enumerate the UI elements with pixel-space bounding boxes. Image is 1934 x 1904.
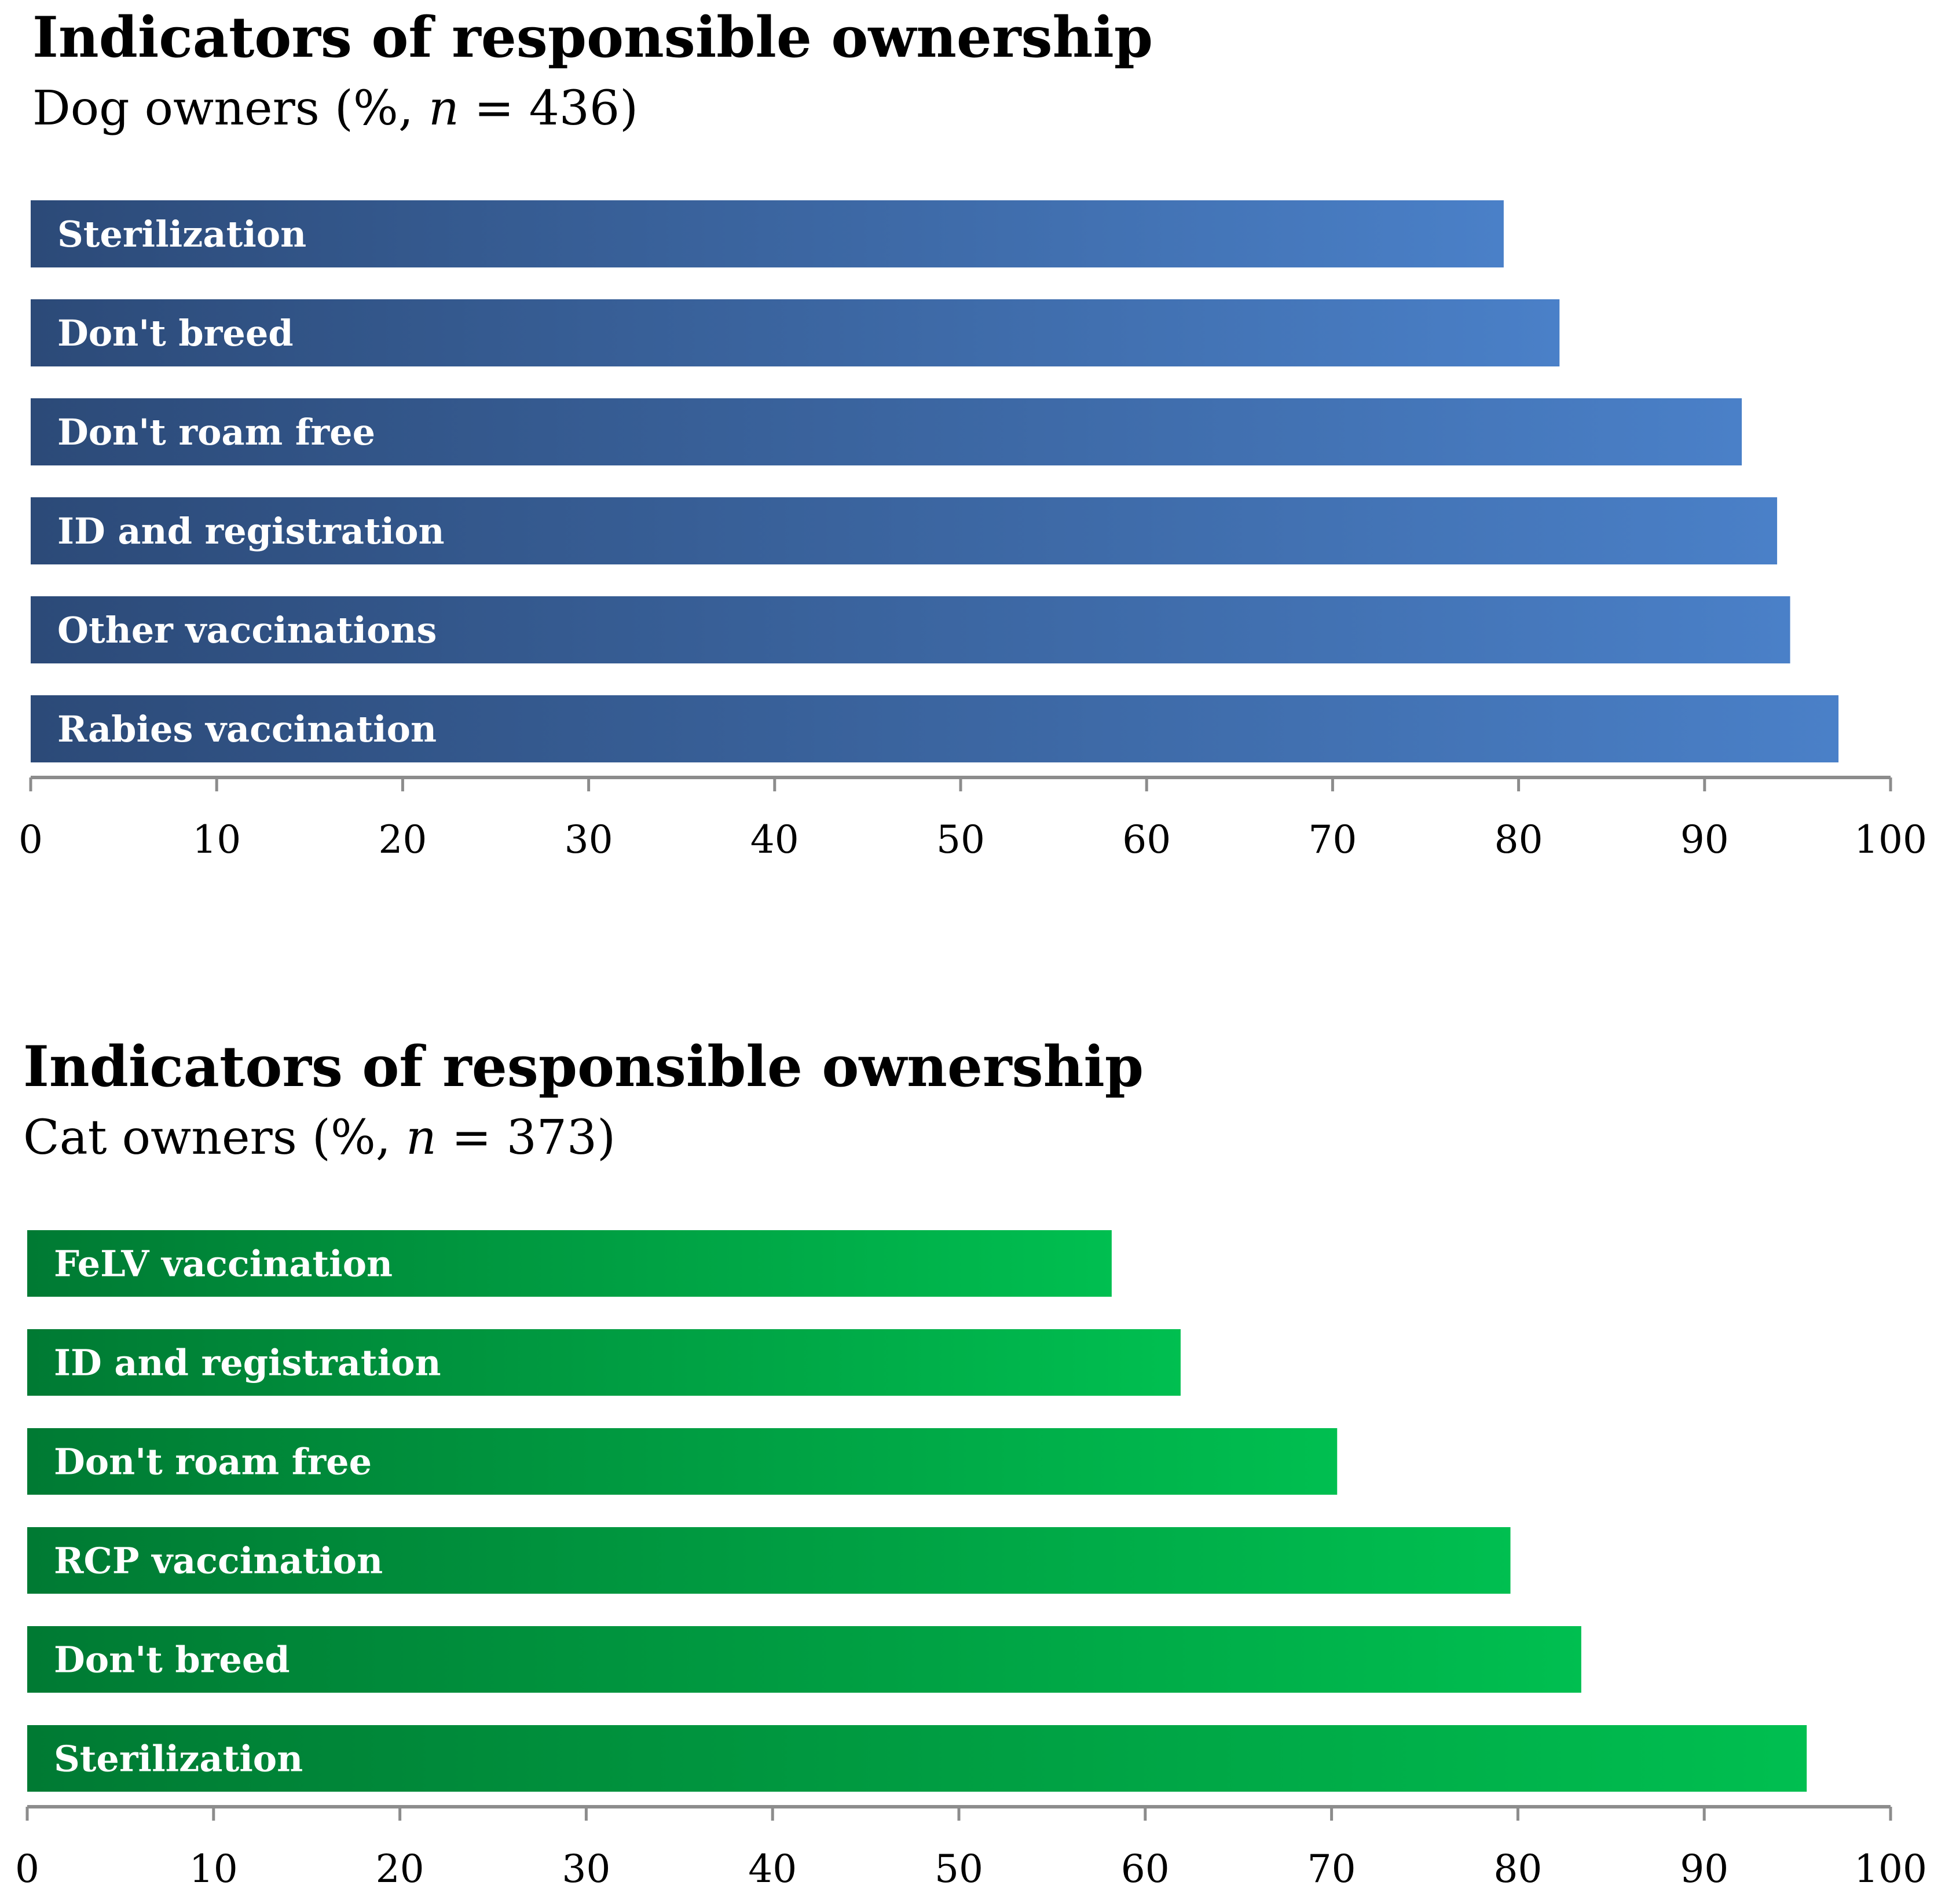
subtitle-prefix: Cat owners (%, [23, 1110, 406, 1165]
cat-owners-chart: Indicators of responsible ownership Cat … [0, 1030, 1934, 1904]
bar-group: Sterilization [27, 1725, 1807, 1792]
bar-label: RCP vaccination [54, 1540, 383, 1582]
bar-label: Other vaccinations [57, 609, 437, 651]
bar-label: Don't roam free [54, 1441, 372, 1483]
x-tick-label: 80 [1493, 1847, 1542, 1891]
subtitle-suffix: = 373) [436, 1110, 616, 1165]
bar-group: ID and registration [27, 1329, 1181, 1396]
bar-label: Sterilization [54, 1738, 303, 1780]
subtitle-n-symbol: n [428, 81, 459, 136]
x-tick-label: 0 [15, 1847, 39, 1891]
x-tick-label: 20 [378, 817, 427, 862]
x-tick-label: 30 [562, 1847, 610, 1891]
subtitle-prefix: Dog owners (%, [32, 81, 428, 136]
x-tick-label: 100 [1854, 1847, 1927, 1891]
dog-owners-chart: Indicators of responsible ownership Dog … [0, 0, 1934, 903]
bar [27, 1428, 1338, 1495]
bar [27, 1329, 1181, 1396]
x-tick-label: 50 [935, 1847, 983, 1891]
x-tick-label: 0 [19, 817, 43, 862]
x-tick-label: 50 [936, 817, 985, 862]
bar-label: Don't roam free [57, 411, 375, 453]
bar-label: ID and registration [54, 1342, 441, 1384]
bar-group: RCP vaccination [27, 1527, 1511, 1594]
bar [31, 200, 1504, 267]
bar [31, 497, 1778, 564]
bar [27, 1626, 1581, 1693]
x-tick-label: 60 [1121, 1847, 1170, 1891]
x-tick-label: 100 [1854, 817, 1927, 862]
x-tick-label: 40 [750, 817, 799, 862]
bar-group: Rabies vaccination [31, 695, 1839, 762]
bar [31, 398, 1742, 465]
x-tick-label: 10 [192, 817, 241, 862]
chart-title: Indicators of responsible ownership [23, 1034, 1144, 1099]
subtitle-suffix: = 436) [459, 81, 639, 136]
x-tick-label: 10 [189, 1847, 238, 1891]
bar-label: FeLV vaccination [54, 1243, 393, 1285]
bar [31, 695, 1839, 762]
bar [27, 1725, 1807, 1792]
bar-group: Sterilization [31, 200, 1504, 267]
x-tick-label: 70 [1308, 817, 1357, 862]
bar-label: Don't breed [57, 312, 294, 354]
bar [31, 299, 1560, 366]
bar-group: Other vaccinations [31, 596, 1790, 663]
x-tick-label: 80 [1495, 817, 1543, 862]
chart-title: Indicators of responsible ownership [32, 5, 1153, 70]
bar-group: Don't roam free [31, 398, 1742, 465]
bar-group: Don't roam free [27, 1428, 1338, 1495]
bar-label: ID and registration [57, 510, 445, 552]
x-tick-label: 90 [1680, 817, 1729, 862]
bar [27, 1230, 1112, 1297]
bar [27, 1527, 1511, 1594]
x-tick-label: 70 [1307, 1847, 1356, 1891]
x-tick-label: 40 [748, 1847, 797, 1891]
bar-label: Don't breed [54, 1639, 290, 1681]
x-tick-label: 20 [376, 1847, 424, 1891]
chart-subtitle: Cat owners (%, n = 373) [23, 1110, 616, 1165]
cat-owners-bar-chart: FeLV vaccination ID and registration Don't… [15, 1230, 1927, 1891]
x-tick-label: 90 [1680, 1847, 1728, 1891]
bar-group: ID and registration [31, 497, 1778, 564]
x-tick-label: 30 [565, 817, 613, 862]
bar-group: Don't breed [31, 299, 1560, 366]
chart-subtitle: Dog owners (%, n = 436) [32, 81, 638, 136]
bar-label: Sterilization [57, 213, 306, 255]
bar [31, 596, 1790, 663]
bar-group: Don't breed [27, 1626, 1581, 1693]
subtitle-n-symbol: n [405, 1110, 437, 1165]
bar-group: FeLV vaccination [27, 1230, 1112, 1297]
x-tick-label: 60 [1122, 817, 1171, 862]
dog-owners-bar-chart: Sterilization Don't breed Don't roam free I… [19, 200, 1927, 862]
bar-label: Rabies vaccination [57, 708, 437, 750]
